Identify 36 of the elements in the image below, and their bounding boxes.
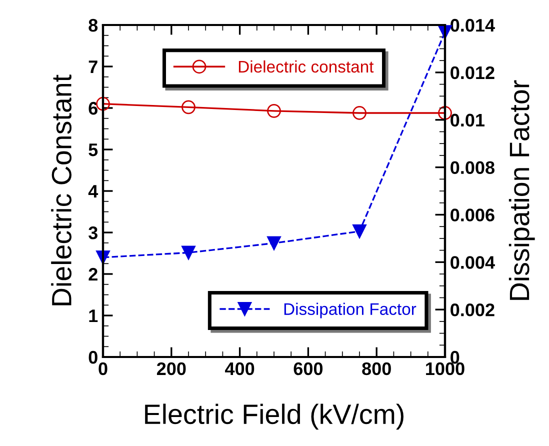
y-axis-title: Dielectric Constant <box>51 74 72 306</box>
x-axis-title: Electric Field (kV/cm) <box>145 404 404 430</box>
y-tick-label: 6 <box>88 102 98 115</box>
x-tick-label: 800 <box>362 362 391 376</box>
y2-tick-label: 0.012 <box>450 66 494 80</box>
y2-tick-label: 0.002 <box>450 304 494 316</box>
y2-axis-title: Dissipation Factor <box>508 80 535 300</box>
y-tick-label: 3 <box>88 226 98 240</box>
y2-tick-label: 0.006 <box>450 208 494 222</box>
legend-label: Dielectric constant <box>238 60 374 73</box>
point <box>352 106 366 120</box>
y-tick-label: 8 <box>88 18 98 32</box>
point <box>182 100 196 114</box>
point <box>96 96 110 111</box>
point <box>267 236 281 250</box>
y-tick-label: 1 <box>89 310 98 322</box>
point <box>352 224 366 238</box>
x-tick-label: 1000 <box>426 362 464 376</box>
point <box>438 106 452 120</box>
point <box>267 104 281 118</box>
x-tick-label: 600 <box>294 362 323 376</box>
y2-tick-label: 0.008 <box>450 161 494 174</box>
x-tick-label: 400 <box>225 362 254 376</box>
legend-label: Dissipation Factor <box>284 302 416 318</box>
x-tick-label: 0 <box>98 362 108 376</box>
y2-tick-label: 0.01 <box>450 114 484 127</box>
y2-tick-label: 0.014 <box>450 18 495 32</box>
y-tick-label: 5 <box>88 144 98 156</box>
y-tick-label: 0 <box>88 350 98 364</box>
x-tick-label: 200 <box>156 362 186 376</box>
y-tick-label: 4 <box>88 185 98 198</box>
y2-tick-label: 0.004 <box>450 256 495 269</box>
y2-tick-label: 0 <box>450 350 460 364</box>
y-tick-label: 2 <box>88 268 98 281</box>
y-tick-label: 7 <box>88 60 98 74</box>
point <box>182 246 196 260</box>
